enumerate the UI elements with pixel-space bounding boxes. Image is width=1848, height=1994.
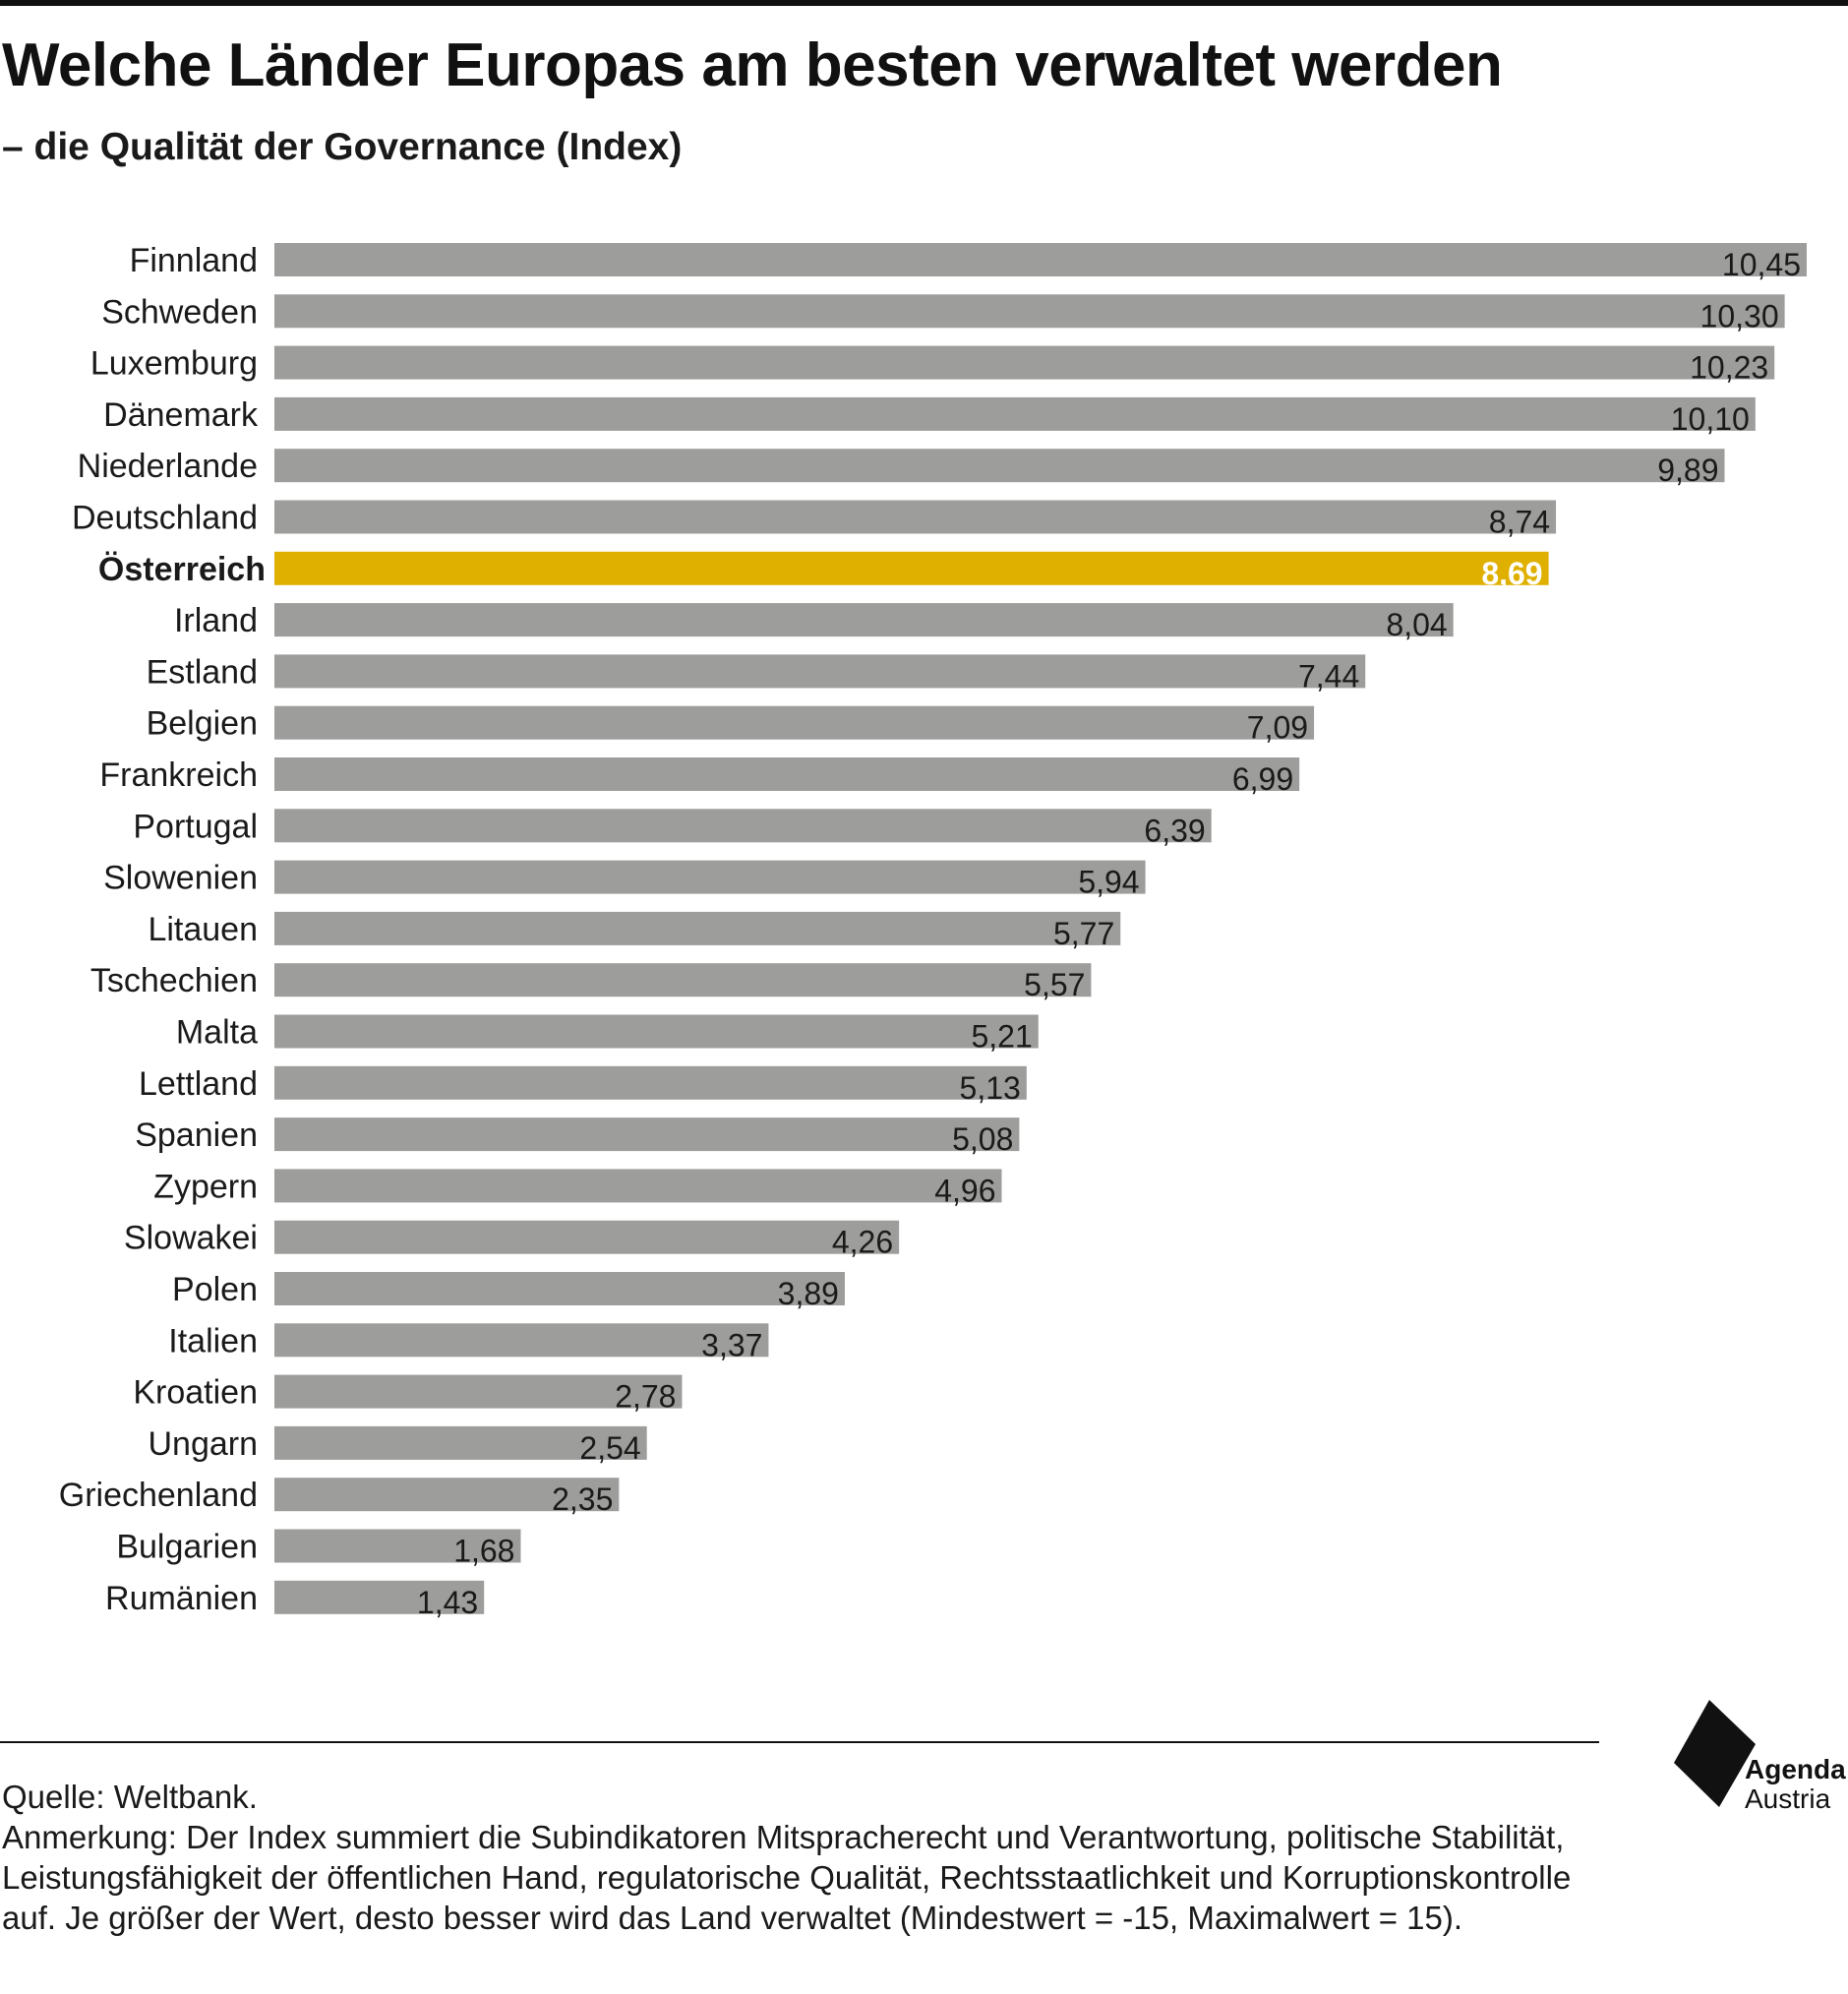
value-label: 5,94 <box>1078 865 1139 900</box>
value-label: 10,45 <box>1722 247 1801 282</box>
bar-highlight <box>274 551 1549 585</box>
value-label: 5,13 <box>960 1070 1021 1106</box>
bar <box>274 1425 647 1460</box>
category-label: Irland <box>174 602 258 639</box>
value-label: 3,89 <box>778 1276 839 1311</box>
bar <box>274 1065 1027 1100</box>
value-label: 8,69 <box>1481 556 1542 591</box>
bar <box>274 1014 1039 1049</box>
category-label: Malta <box>176 1014 258 1052</box>
category-label: Slowakei <box>124 1220 258 1257</box>
bar <box>274 603 1454 637</box>
bottom-rule <box>0 1741 1599 1743</box>
chart-title: Welche Länder Europas am besten verwalte… <box>2 31 1503 99</box>
category-label: Spanien <box>135 1117 258 1154</box>
bar <box>274 294 1785 329</box>
bar <box>274 1374 683 1409</box>
category-label: Luxemburg <box>90 345 258 383</box>
bar <box>274 757 1300 791</box>
value-label: 7,44 <box>1298 658 1359 694</box>
value-label: 5,77 <box>1053 916 1114 951</box>
category-label: Österreich <box>98 551 266 588</box>
bar-chart: Finnland 10,45 Schweden 10,30 Luxemburg 10,23… <box>0 221 1848 1633</box>
bar <box>274 449 1725 483</box>
category-label: Belgien <box>147 705 258 743</box>
bar <box>274 1272 845 1305</box>
top-rule <box>0 0 1848 6</box>
bar <box>274 1220 900 1254</box>
methodology-note: Anmerkung: Der Index summiert die Subind… <box>2 1819 1572 1936</box>
category-label: Italien <box>168 1322 258 1360</box>
category-label: Estland <box>147 653 258 691</box>
value-label: 1,68 <box>453 1534 514 1569</box>
category-label: Griechenland <box>59 1477 258 1514</box>
category-label: Zypern <box>153 1168 258 1205</box>
value-label: 5,21 <box>971 1019 1032 1055</box>
value-label: 8,74 <box>1489 505 1550 540</box>
category-label: Tschechien <box>90 962 258 999</box>
category-label: Polen <box>172 1271 258 1308</box>
category-label: Rumänien <box>105 1580 258 1617</box>
bar <box>274 1118 1020 1152</box>
value-label: 5,57 <box>1024 967 1085 1002</box>
bar <box>274 396 1756 431</box>
value-label: 10,10 <box>1671 401 1750 437</box>
category-label: Litauen <box>148 911 258 948</box>
value-label: 4,96 <box>934 1173 995 1208</box>
value-label: 6,39 <box>1144 813 1205 848</box>
bar <box>274 1169 1002 1203</box>
bar <box>274 500 1557 534</box>
value-label: 7,09 <box>1247 710 1308 746</box>
value-label: 1,43 <box>417 1585 478 1620</box>
bar <box>274 1529 521 1563</box>
category-label: Slowenien <box>103 860 258 897</box>
category-label: Schweden <box>101 293 258 331</box>
footer: Quelle: Weltbank. Anmerkung: Der Index s… <box>2 1777 1595 1938</box>
value-label: 2,54 <box>579 1430 640 1466</box>
category-label: Finnland <box>130 242 258 279</box>
bar <box>274 345 1775 380</box>
category-label: Deutschland <box>72 500 258 537</box>
value-label: 4,26 <box>832 1225 893 1260</box>
bar <box>274 1323 769 1358</box>
bar-chart-svg: Finnland 10,45 Schweden 10,30 Luxemburg 10,23… <box>59 242 1807 1620</box>
bar <box>274 963 1092 997</box>
value-label: 10,30 <box>1700 298 1779 333</box>
agenda-austria-logo-icon <box>1674 1700 1756 1807</box>
category-label: Bulgarien <box>116 1529 258 1566</box>
value-label: 9,89 <box>1657 453 1718 488</box>
bar <box>274 243 1807 276</box>
value-label: 10,23 <box>1690 350 1768 386</box>
bar <box>274 809 1212 843</box>
source-note: Quelle: Weltbank. <box>2 1779 258 1815</box>
chart-subtitle: – die Qualität der Governance (Index) <box>2 126 683 168</box>
bar <box>274 860 1146 894</box>
bar <box>274 911 1121 945</box>
value-label: 2,78 <box>615 1379 676 1415</box>
bar <box>274 705 1315 740</box>
category-label: Portugal <box>133 808 258 845</box>
value-label: 2,35 <box>552 1481 613 1517</box>
category-label: Frankreich <box>99 756 258 794</box>
value-label: 5,08 <box>952 1121 1013 1157</box>
value-label: 3,37 <box>701 1327 762 1362</box>
value-label: 8,04 <box>1386 607 1447 642</box>
category-label: Dänemark <box>103 396 259 434</box>
logo-subname: Austria <box>1745 1783 1831 1814</box>
category-label: Kroatien <box>133 1374 258 1412</box>
bar <box>274 1580 485 1614</box>
category-label: Niederlande <box>78 448 258 485</box>
bar <box>274 1478 620 1512</box>
category-label: Ungarn <box>148 1425 258 1463</box>
value-label: 6,99 <box>1232 761 1293 797</box>
bar <box>274 654 1366 689</box>
logo-name: Agenda <box>1745 1754 1846 1784</box>
category-label: Lettland <box>139 1065 258 1103</box>
